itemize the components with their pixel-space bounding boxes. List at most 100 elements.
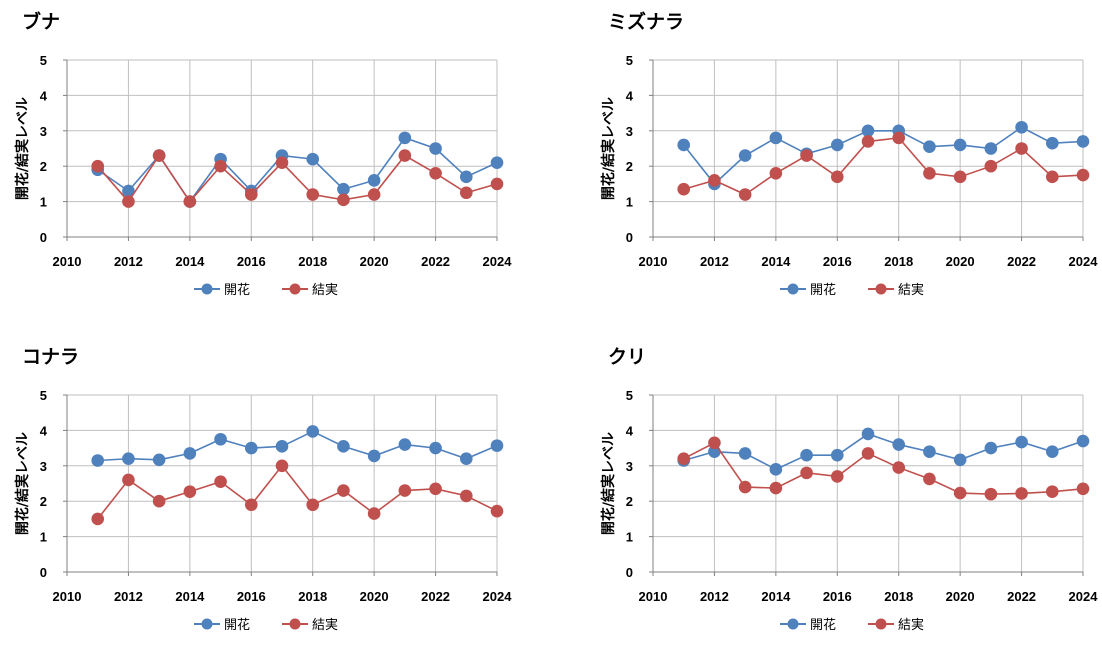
legend-label-bloom: 開花: [810, 617, 836, 633]
x-tick-label: 2012: [114, 589, 143, 604]
x-tick-label: 2020: [360, 589, 389, 604]
y-tick-label: 5: [626, 388, 633, 403]
x-tick-label: 2016: [237, 589, 266, 604]
data-point-fruit: [800, 466, 813, 480]
chart-title: ミズナラ: [608, 10, 684, 33]
data-point-bloom: [152, 453, 166, 467]
y-tick-label: 2: [40, 494, 47, 509]
chart-panel-buna: ブナ 開花/結実レベル 0 1 2 3 4 5 2010 2012 2014 2016 2018 2020…: [0, 0, 540, 310]
data-point-fruit: [892, 461, 906, 474]
data-point-bloom: [738, 149, 752, 162]
chart-panel-konara: コナラ 開花/結実レベル 0 1 2 3 4 5 2010 2012 2014 2016 2018 202…: [0, 335, 540, 645]
x-tick-label: 2012: [700, 589, 729, 604]
data-point-fruit: [429, 166, 442, 180]
chart-title: コナラ: [22, 346, 79, 368]
legend-label-fruit: 結実: [312, 282, 338, 298]
x-tick-label: 2010: [53, 589, 82, 604]
legend-label-bloom: 開花: [224, 282, 250, 298]
data-point-fruit: [677, 182, 691, 196]
data-point-fruit: [677, 452, 691, 466]
data-point-bloom: [337, 440, 350, 453]
y-tick-label: 1: [40, 530, 47, 545]
data-point-bloom: [984, 142, 998, 155]
data-point-fruit: [152, 149, 166, 162]
data-point-bloom: [122, 184, 135, 198]
y-tick-label: 2: [626, 159, 633, 174]
legend-marker-fruit: [875, 283, 887, 295]
data-point-fruit: [1045, 170, 1059, 184]
x-tick-label: 2016: [823, 589, 852, 604]
data-point-fruit: [337, 193, 350, 207]
x-tick-label: 2024: [1069, 589, 1099, 604]
data-point-fruit: [152, 494, 166, 508]
data-point-fruit: [708, 436, 721, 450]
x-tick-label: 2014: [761, 254, 791, 269]
y-axis-label: 開花/結実レベル: [14, 97, 31, 200]
data-point-bloom: [953, 138, 967, 152]
legend-marker-fruit: [289, 618, 301, 630]
data-point-bloom: [830, 448, 844, 462]
data-point-bloom: [861, 124, 875, 138]
data-point-fruit: [861, 447, 875, 460]
data-point-fruit: [91, 159, 105, 173]
data-point-fruit: [398, 484, 412, 497]
data-point-bloom: [214, 432, 227, 446]
data-point-fruit: [91, 512, 105, 526]
legend-marker-bloom: [787, 618, 799, 630]
y-tick-label: 4: [40, 88, 48, 103]
data-point-bloom: [183, 447, 197, 460]
y-tick-label: 5: [40, 53, 47, 68]
data-point-fruit: [275, 156, 289, 169]
x-tick-label: 2014: [761, 589, 791, 604]
x-tick-label: 2012: [700, 254, 729, 269]
y-tick-label: 4: [626, 423, 634, 438]
data-point-bloom: [984, 441, 998, 455]
data-point-bloom: [429, 441, 442, 455]
y-tick-label: 3: [626, 124, 633, 139]
data-point-fruit: [306, 498, 320, 512]
chart-panel-kuri: クリ 開花/結実レベル 0 1 2 3 4 5 2010 2012 2014 2016 2018 2020…: [586, 335, 1102, 645]
y-tick-label: 1: [626, 530, 633, 545]
legend-label-fruit: 結実: [898, 617, 924, 633]
legend-marker-bloom: [201, 283, 213, 295]
data-point-fruit: [708, 174, 721, 187]
x-tick-label: 2022: [421, 589, 450, 604]
data-point-bloom: [490, 439, 504, 452]
data-point-fruit: [738, 480, 752, 494]
data-point-fruit: [984, 159, 998, 173]
y-tick-label: 3: [626, 459, 633, 474]
data-point-bloom: [398, 438, 412, 451]
x-tick-label: 2014: [175, 254, 205, 269]
data-point-fruit: [183, 195, 197, 208]
chart-title: ブナ: [22, 10, 60, 33]
data-point-bloom: [1076, 434, 1090, 448]
data-point-fruit: [1045, 485, 1059, 498]
y-tick-label: 0: [40, 565, 47, 580]
x-tick-label: 2020: [946, 589, 975, 604]
x-tick-label: 2010: [53, 254, 82, 269]
data-point-fruit: [183, 485, 197, 498]
legend-label-fruit: 結実: [312, 617, 338, 633]
data-point-fruit: [769, 166, 783, 180]
y-tick-label: 4: [626, 88, 634, 103]
data-point-bloom: [367, 449, 381, 463]
data-point-fruit: [830, 470, 844, 483]
y-tick-label: 3: [40, 124, 47, 139]
data-point-fruit: [984, 487, 998, 501]
x-tick-label: 2016: [823, 254, 852, 269]
data-point-fruit: [861, 135, 875, 148]
data-point-bloom: [459, 170, 473, 184]
legend-marker-bloom: [201, 618, 213, 630]
x-tick-label: 2014: [175, 589, 205, 604]
y-axis-label: 開花/結実レベル: [600, 97, 617, 200]
data-point-bloom: [923, 445, 936, 458]
data-point-bloom: [91, 454, 105, 467]
data-point-bloom: [398, 131, 412, 145]
data-point-fruit: [122, 195, 135, 208]
y-tick-label: 5: [40, 388, 47, 403]
data-point-bloom: [800, 448, 813, 462]
data-point-fruit: [923, 472, 936, 486]
